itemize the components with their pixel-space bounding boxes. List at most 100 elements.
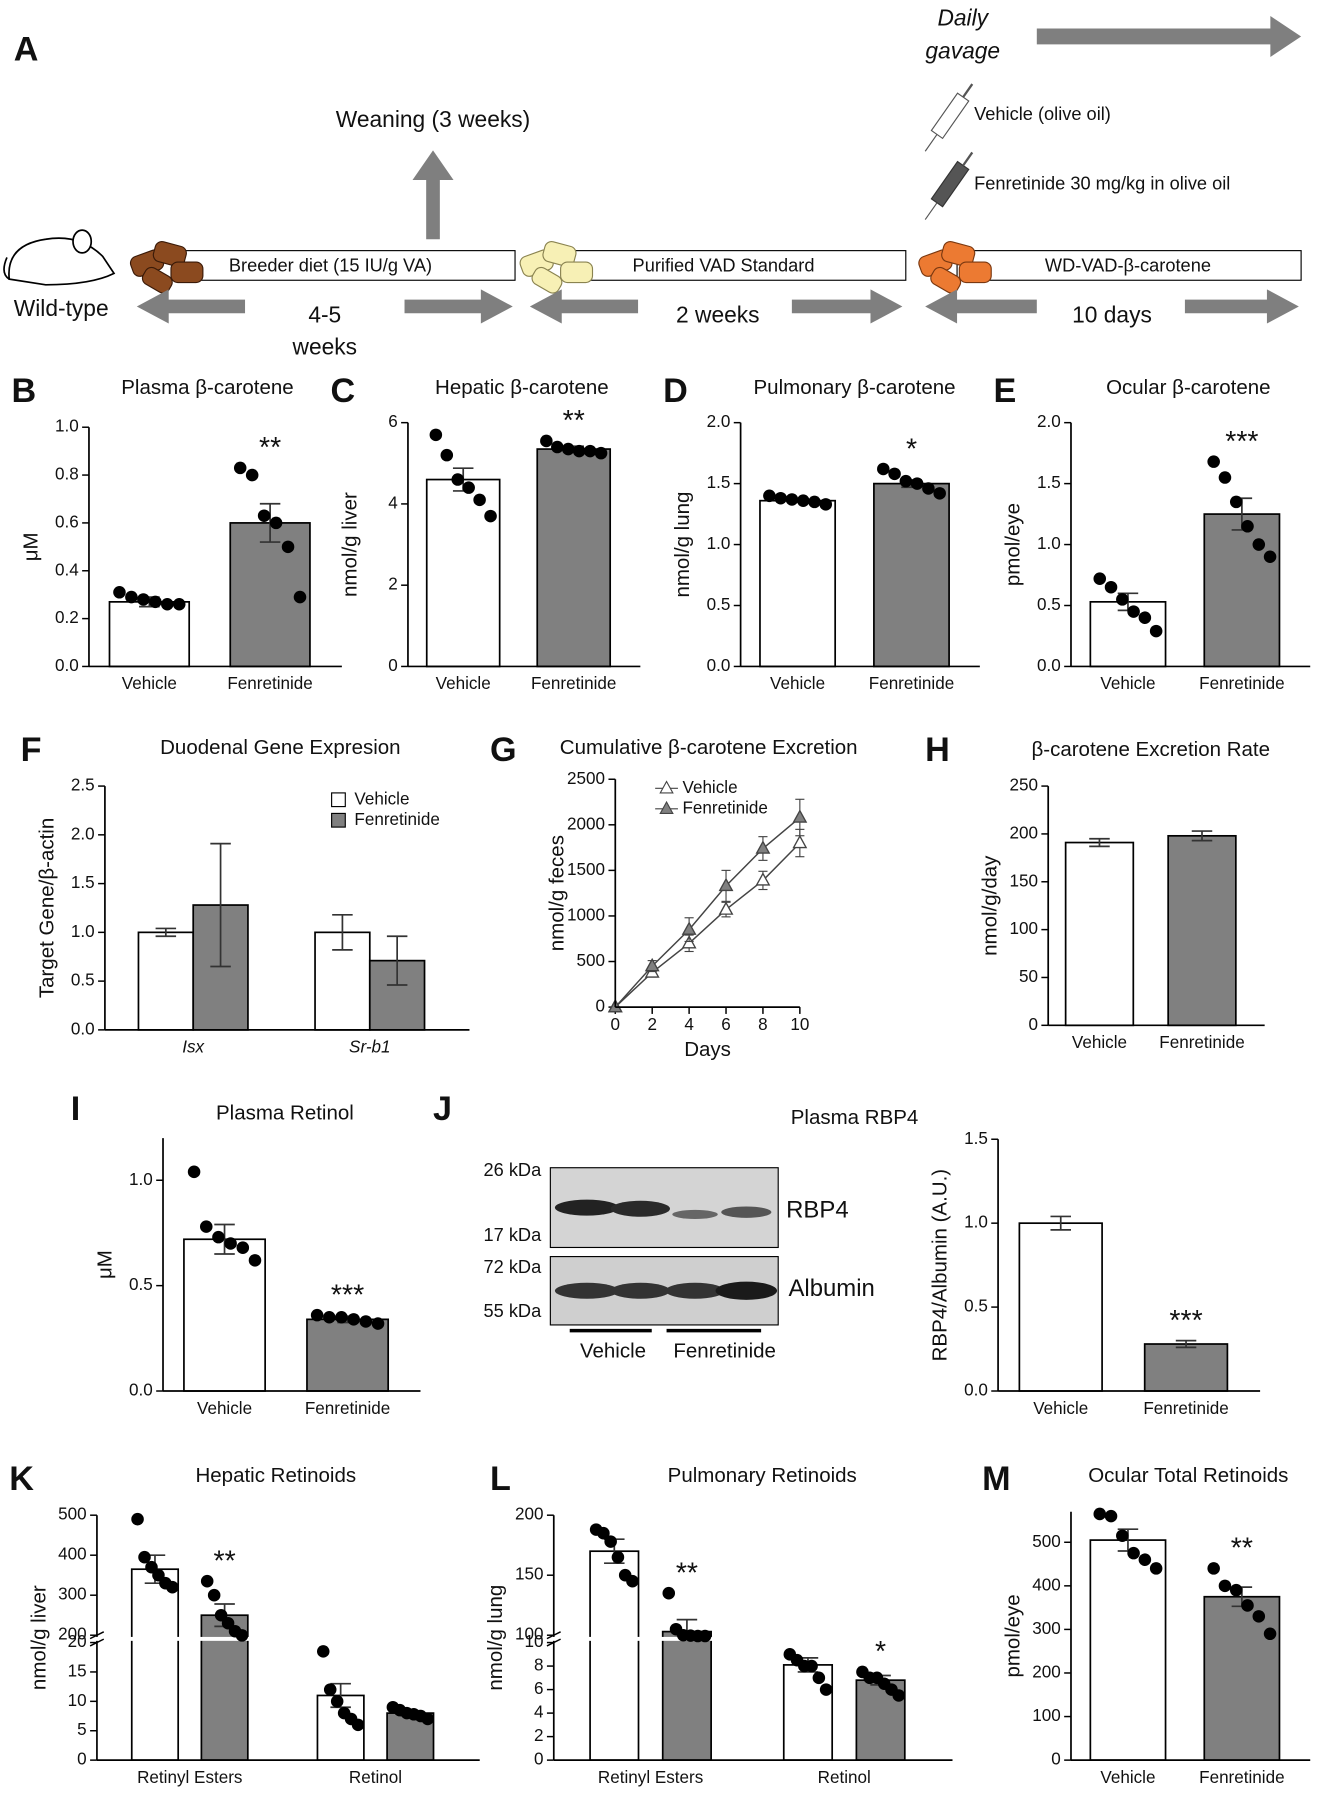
y-tick-label: 500 [58, 1505, 87, 1524]
legend-label: Fenretinide [354, 810, 439, 829]
y-tick-label: 6 [388, 412, 398, 431]
chart-title: Pulmonary β-carotene [753, 376, 955, 399]
panel-letter: E [994, 372, 1017, 410]
x-tick-label: Fenretinide [227, 674, 312, 693]
x-tick-label: Retinol [349, 1768, 402, 1787]
arrow [404, 289, 513, 324]
data-point [796, 494, 810, 507]
data-point [561, 442, 575, 456]
legend-swatch [331, 792, 346, 808]
diet-box [569, 250, 907, 281]
bar [1203, 513, 1281, 668]
data-point [1138, 611, 1152, 624]
data-point [161, 597, 174, 611]
band [672, 1209, 718, 1219]
syringe-plunger [962, 151, 974, 167]
legend-label: Vehicle [683, 778, 738, 797]
x-tick-label: Vehicle [122, 674, 177, 693]
chart-title: β-carotene Excretion Rate [1031, 738, 1270, 761]
syringe [924, 83, 974, 152]
data-point [604, 1535, 617, 1548]
y-tick-label: 0.0 [707, 656, 731, 675]
bar [759, 499, 837, 668]
y-tick-label: 400 [1032, 1575, 1061, 1594]
data-point [1263, 550, 1277, 564]
bar [661, 1630, 712, 1761]
data-point [440, 448, 454, 462]
y-tick-label: 0 [1028, 1015, 1038, 1034]
y-tick-label: 2.0 [71, 824, 95, 843]
y-tick-label: 1.0 [129, 1170, 153, 1189]
bar [536, 448, 612, 668]
y-tick-label: 0 [77, 1750, 87, 1769]
y-tick-label: 200 [58, 1625, 87, 1644]
significance: ** [259, 432, 281, 464]
pellet [141, 266, 173, 294]
y-tick-label: 0.5 [1037, 595, 1061, 614]
data-point [785, 493, 799, 506]
bar [1089, 1539, 1167, 1761]
y-tick-label: 200 [1009, 823, 1037, 842]
treatment-label: Fenretinide 30 mg/kg in olive oil [974, 173, 1230, 193]
y-tick-label: 0.5 [71, 971, 95, 990]
y-axis-label: RBP4/Albumin (A.U.) [929, 1169, 952, 1362]
data-point [212, 1230, 225, 1244]
data-point [1127, 1546, 1140, 1560]
chart-title: Plasma RBP4 [791, 1106, 919, 1129]
y-tick-label: 2500 [567, 769, 605, 788]
marker [681, 921, 697, 935]
data-point [330, 1695, 344, 1708]
arrow [1184, 289, 1299, 324]
legend-marker [659, 800, 674, 814]
y-tick-label: 6 [534, 1679, 544, 1698]
data-point [245, 468, 259, 482]
x-tick-label: Vehicle [436, 674, 491, 693]
bar [137, 931, 195, 1031]
y-tick-label: 200 [1032, 1663, 1061, 1682]
data-point [819, 1683, 833, 1696]
significance: ** [563, 405, 585, 437]
data-point [551, 440, 564, 454]
diet-box [181, 250, 516, 281]
data-point [113, 586, 126, 599]
chart-title: Duodenal Gene Expresion [160, 736, 400, 759]
y-tick-label: 1.0 [55, 417, 79, 436]
y-axis-label: nmol/g feces [546, 835, 569, 951]
y-tick-label: 500 [1032, 1532, 1061, 1551]
panel-letter: J [433, 1090, 452, 1128]
data-point [922, 482, 935, 495]
series-line [614, 842, 801, 1008]
y-tick-label: 300 [1032, 1619, 1061, 1638]
data-point [1207, 1562, 1220, 1575]
arrow [925, 289, 1037, 324]
y-tick-label: 1.5 [707, 473, 731, 492]
x-tick-label: 6 [721, 1015, 731, 1034]
mouse-tail [3, 257, 10, 280]
pellets [519, 240, 594, 294]
y-axis-label: Target Gene/β-actin [35, 818, 58, 998]
panel-letter: L [490, 1460, 511, 1498]
x-tick-label: Fenretinide [1143, 1399, 1228, 1418]
band [610, 1282, 670, 1299]
data-point [138, 1550, 151, 1564]
x-tick-label: Fenretinide [869, 674, 954, 693]
data-point [257, 509, 271, 522]
y-tick-label: 100 [1032, 1706, 1061, 1725]
weaning-label: Weaning (3 weeks) [336, 106, 530, 132]
marker [755, 872, 771, 886]
y-tick-label: 0 [1051, 1750, 1060, 1769]
band [554, 1282, 619, 1299]
data-point [200, 1574, 214, 1588]
x-tick-label: Fenretinide [1199, 1768, 1284, 1787]
y-axis-label: μM [93, 1250, 116, 1279]
data-point [310, 1308, 324, 1322]
y-tick-label: 150 [1009, 871, 1037, 890]
y-tick-label: 0.0 [71, 1019, 95, 1038]
bar [1143, 1343, 1229, 1392]
x-tick-label: Fenretinide [531, 674, 616, 693]
y-tick-label: 0.5 [964, 1297, 988, 1316]
data-point [323, 1310, 336, 1324]
pellet [958, 261, 992, 284]
data-point [1229, 1583, 1243, 1597]
